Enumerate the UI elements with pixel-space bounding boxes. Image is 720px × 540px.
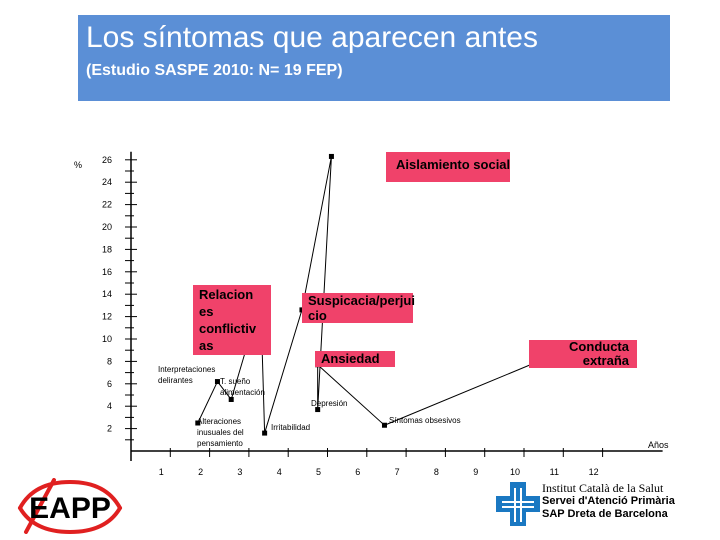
y-tick-label: 12	[102, 312, 112, 322]
page-subtitle: (Estudio SASPE 2010: N= 19 FEP)	[86, 62, 343, 79]
x-tick-label: 5	[316, 467, 321, 477]
label-sueno-alimentacion: T. sueño alimentación	[220, 377, 265, 397]
footer-institution: Institut Català de la Salut Servei d'Ate…	[542, 482, 675, 521]
data-point	[262, 430, 268, 436]
y-axis-label: %	[74, 160, 82, 170]
svg-text:EAPP: EAPP	[29, 492, 111, 525]
label-alteraciones-pensamiento-text: inusuales del	[197, 428, 244, 437]
footer-line-3: SAP Dreta de Barcelona	[542, 508, 668, 520]
label-conducta-extrana-box	[529, 340, 637, 368]
data-point	[195, 420, 201, 426]
data-point	[228, 396, 234, 402]
label-relaciones-conflictivas-text: es	[199, 304, 213, 319]
y-tick-label: 10	[102, 334, 112, 344]
y-tick-label: 14	[102, 289, 112, 299]
y-tick-label: 6	[107, 379, 112, 389]
label-interpretaciones-delirantes: Interpretaciones delirantes	[158, 365, 215, 385]
label-relaciones-conflictivas: Relacion es conflictiv as	[193, 285, 271, 355]
y-tick-label: 16	[102, 267, 112, 277]
label-conducta-extrana-text: extraña	[583, 353, 630, 368]
label-alteraciones-pensamiento: Alteraciones inusuales del pensamiento	[197, 417, 244, 448]
x-tick-label: 10	[510, 467, 520, 477]
y-tick-label: 20	[102, 222, 112, 232]
footer-line-2: Servei d'Atenció Primària	[542, 495, 675, 507]
label-aislamiento-social: Aislamiento social	[386, 152, 510, 182]
label-ansiedad-box	[315, 351, 395, 367]
y-tick-label: 22	[102, 200, 112, 210]
label-sintomas-obsesivos-text: Síntomas obsesivos	[389, 416, 461, 425]
label-ansiedad: Ansiedad	[315, 351, 395, 367]
data-point	[381, 422, 387, 428]
data-point	[299, 307, 305, 313]
label-suspicacia-perjuicio-box	[302, 293, 413, 323]
y-tick-label: 2	[107, 424, 112, 434]
x-tick-label: 12	[589, 467, 599, 477]
y-tick-label: 4	[107, 401, 112, 411]
label-sueno-alimentacion-text: T. sueño	[220, 377, 251, 386]
label-ansiedad-text: Ansiedad	[321, 351, 380, 366]
data-point	[315, 407, 321, 413]
x-tick-label: 6	[355, 467, 360, 477]
y-tick-label: 24	[102, 177, 112, 187]
page-title: Los síntomas que aparecen antes	[86, 21, 538, 54]
label-depresion-text: Depresión	[311, 399, 347, 408]
eapp-logo: EAPP	[14, 478, 126, 535]
label-alteraciones-pensamiento-text: pensamiento	[197, 439, 243, 448]
label-aislamiento-social-text: Aislamiento social	[396, 157, 510, 172]
label-suspicacia-perjuicio-text: cio	[308, 308, 327, 323]
label-suspicacia-perjuicio-text: Suspicacia/perjui	[308, 293, 415, 308]
label-aislamiento-social-box	[386, 152, 510, 182]
label-interpretaciones-delirantes-text: delirantes	[158, 376, 193, 385]
x-tick-label: 9	[473, 467, 478, 477]
label-relaciones-conflictivas-text: Relacion	[199, 287, 253, 302]
label-relaciones-conflictivas-box	[193, 285, 271, 355]
label-interpretaciones-delirantes-text: Interpretaciones	[158, 365, 215, 374]
x-tick-label: 11	[550, 467, 559, 477]
x-tick-label: 4	[277, 467, 282, 477]
label-sintomas-obsesivos: Síntomas obsesivos	[389, 416, 461, 425]
x-tick-label: 8	[434, 467, 439, 477]
y-tick-label: 18	[102, 244, 112, 254]
title-banner: Los síntomas que aparecen antes (Estudio…	[78, 15, 670, 101]
x-axis-label: Años	[648, 440, 669, 450]
label-sueno-alimentacion-text: alimentación	[220, 388, 265, 397]
y-tick-label: 26	[102, 155, 112, 165]
x-tick-label: 1	[159, 467, 164, 477]
ics-cross-icon	[496, 480, 540, 528]
x-tick-label: 7	[395, 467, 400, 477]
footer-line-1: Institut Català de la Salut	[542, 481, 664, 495]
label-irritabilidad-text: Irritabilidad	[271, 423, 310, 432]
label-conducta-extrana-text: Conducta	[569, 339, 630, 354]
data-point	[328, 153, 334, 159]
label-depresion: Depresión	[311, 399, 347, 408]
data-point	[214, 379, 220, 385]
x-tick-label: 3	[237, 467, 242, 477]
label-relaciones-conflictivas-text: as	[199, 338, 213, 353]
x-tick-label: 2	[198, 467, 203, 477]
label-alteraciones-pensamiento-text: Alteraciones	[197, 417, 241, 426]
label-relaciones-conflictivas-text: conflictiv	[199, 321, 257, 336]
y-tick-label: 8	[107, 356, 112, 366]
label-irritabilidad: Irritabilidad	[271, 423, 310, 432]
